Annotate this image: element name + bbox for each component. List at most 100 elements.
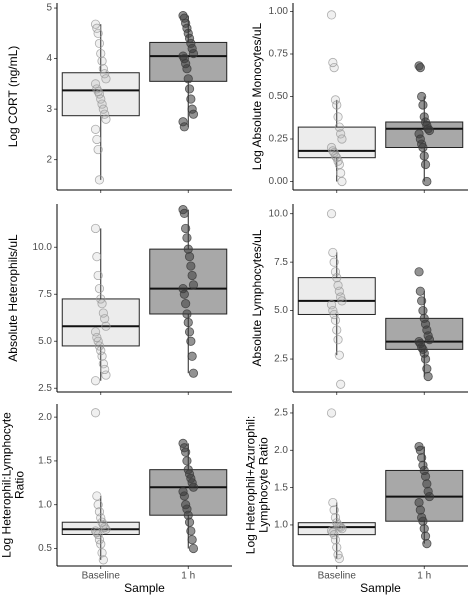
y-axis-label: Log Heterophil+Azurophil: (244, 416, 258, 554)
data-point (420, 471, 431, 482)
data-point (90, 327, 101, 337)
y-tick-label: 0.00 (269, 176, 289, 187)
data-point (94, 175, 105, 185)
data-point (101, 74, 111, 84)
y-tick-label: 2.5 (274, 408, 288, 419)
y-tick-label: 0.75 (269, 49, 289, 60)
y-tick-label: 1.0 (274, 520, 288, 531)
data-point (418, 142, 428, 153)
data-point (92, 252, 102, 262)
data-point (415, 62, 425, 73)
data-point (101, 370, 111, 380)
data-point (422, 364, 432, 374)
data-point (90, 124, 101, 134)
y-tick-label: 5.0 (38, 336, 52, 347)
data-point (332, 100, 342, 110)
data-point (97, 56, 107, 66)
y-tick-label: 0.25 (269, 134, 289, 145)
data-point (415, 505, 425, 515)
data-point (181, 299, 191, 309)
y-tick-label: 1.0 (38, 499, 52, 510)
y-axis-label: Absolute Lymphocytes/uL (250, 229, 264, 366)
data-point (92, 84, 102, 94)
data-point (98, 359, 108, 369)
data-point (417, 453, 427, 463)
data-point (179, 289, 189, 299)
data-point (330, 535, 341, 545)
data-point (419, 524, 429, 534)
data-point (330, 267, 341, 277)
data-point (188, 482, 199, 492)
x-axis-label: Sample (360, 581, 401, 595)
data-point (100, 364, 110, 375)
y-tick-label: 3 (46, 104, 52, 115)
data-point (92, 134, 102, 145)
data-point (334, 286, 344, 296)
data-point (326, 300, 337, 310)
data-point (90, 408, 101, 418)
data-point (188, 368, 199, 378)
data-point (93, 500, 103, 510)
data-point (98, 308, 108, 318)
data-point (422, 539, 432, 549)
data-point (187, 351, 197, 361)
x-tick-label: 1 h (417, 571, 431, 582)
data-point (422, 479, 432, 489)
data-point (96, 346, 106, 356)
y-axis-label: Lymphocyte Ratio (257, 437, 271, 533)
y-axis-label: Absolute Heterophils/uL (6, 234, 20, 362)
data-point (90, 376, 101, 386)
data-point (90, 223, 101, 234)
data-point (334, 122, 344, 132)
data-point (183, 74, 193, 84)
data-point (337, 176, 347, 187)
y-tick-label: 1.5 (38, 456, 52, 467)
data-point (420, 531, 431, 541)
data-point (184, 84, 195, 94)
data-point (326, 209, 337, 219)
data-point (329, 257, 339, 267)
data-point (332, 542, 342, 552)
y-tick-label: 10.0 (269, 208, 289, 219)
data-point (420, 159, 431, 170)
y-tick-label: 1.00 (269, 6, 289, 17)
data-point (333, 280, 343, 291)
data-point (179, 491, 189, 501)
data-point (329, 505, 339, 515)
y-axis-label: Ratio (13, 471, 27, 499)
y-tick-label: 0.50 (269, 91, 289, 102)
data-point (420, 354, 431, 364)
data-point (97, 548, 107, 558)
data-point (332, 273, 342, 283)
data-point (188, 48, 199, 59)
data-point (101, 114, 111, 124)
data-point (336, 168, 346, 178)
data-point (179, 122, 189, 132)
data-point (336, 522, 346, 532)
y-tick-label: 4 (46, 53, 52, 64)
x-tick-label: 1 h (181, 571, 195, 582)
data-point (187, 270, 197, 281)
x-axis-label: Sample (124, 581, 165, 595)
y-axis-label: Log Heterophil:Lymphocyte (0, 412, 14, 558)
data-point (93, 28, 103, 38)
y-tick-label: 2.0 (274, 445, 288, 456)
y-tick-label: 7.5 (38, 289, 52, 300)
data-point (183, 317, 193, 328)
y-tick-label: 2.5 (274, 354, 288, 365)
data-point (337, 134, 347, 144)
y-tick-label: 0.5 (38, 543, 52, 554)
y-tick-label: 2.5 (38, 383, 52, 394)
data-point (187, 535, 197, 545)
data-point (333, 335, 343, 345)
data-point (328, 497, 338, 508)
data-point (188, 543, 199, 554)
data-point (186, 526, 196, 536)
data-point (182, 456, 192, 466)
data-point (182, 309, 192, 319)
data-point (326, 10, 337, 20)
data-point (414, 497, 424, 508)
data-point (424, 125, 435, 136)
data-point (184, 517, 195, 527)
data-point (424, 335, 435, 345)
